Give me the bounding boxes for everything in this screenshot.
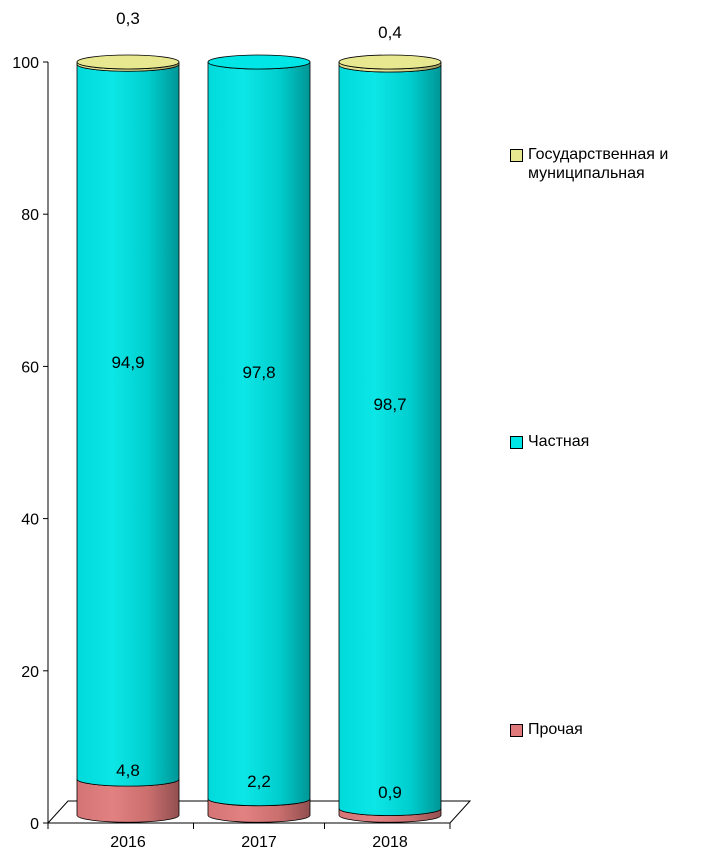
legend-swatch-other — [510, 724, 523, 737]
legend-item-gov: Государственная и муниципальная — [510, 145, 668, 183]
data-label: 97,8 — [242, 363, 275, 382]
data-label: 98,7 — [373, 395, 406, 414]
legend-label-gov-line2: муниципальная — [528, 165, 645, 182]
y-tick-label: 20 — [21, 664, 39, 681]
y-tick-label: 100 — [12, 55, 39, 72]
y-tick-label: 40 — [21, 512, 39, 529]
cylinder-segment-private-2017 — [207, 61, 311, 807]
legend-label-gov-line1: Государственная и — [528, 146, 669, 163]
y-tick-label: 60 — [21, 359, 39, 376]
legend-label-private: Частная — [528, 433, 590, 450]
data-label: 0,9 — [378, 783, 402, 802]
legend: Государственная и муниципальная Частная … — [510, 0, 715, 859]
legend-item-other: Прочая — [510, 720, 583, 739]
data-label: 4,8 — [116, 761, 140, 780]
y-tick-label: 80 — [21, 207, 39, 224]
y-tick-label: 0 — [30, 816, 39, 833]
data-label: 94,9 — [111, 353, 144, 372]
data-label: 0,4 — [378, 23, 402, 42]
legend-label-other: Прочая — [528, 721, 583, 738]
legend-swatch-private — [510, 436, 523, 449]
cylinder-segment-private-2018 — [338, 64, 442, 816]
legend-swatch-gov — [510, 149, 523, 162]
data-label: 2,2 — [247, 772, 271, 791]
x-tick-label: 2016 — [110, 834, 146, 851]
legend-item-private: Частная — [510, 432, 589, 451]
x-tick-label: 2017 — [241, 834, 277, 851]
cylinder-top-cap-2016 — [76, 54, 180, 70]
x-tick-label: 2018 — [372, 834, 408, 851]
cylinder-segment-private-2016 — [76, 64, 180, 787]
cylinder-top-cap-2017 — [207, 54, 311, 70]
cylinder-top-cap-2018 — [338, 54, 442, 70]
data-label: 0,3 — [116, 9, 140, 28]
